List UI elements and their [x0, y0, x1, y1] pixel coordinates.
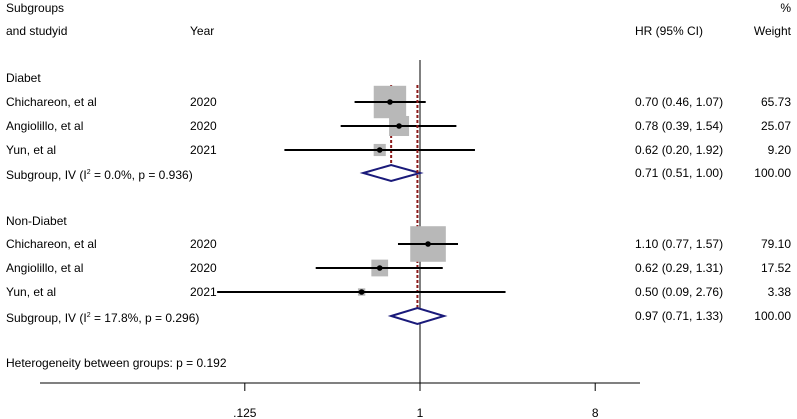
study-year: 2020 [190, 237, 217, 251]
header-percent: % [780, 1, 791, 15]
header-weight: Weight [753, 24, 791, 38]
study-weight: 25.07 [760, 119, 791, 133]
study-weight: 3.38 [767, 285, 791, 299]
study-label: Angiolillo, et al [6, 261, 84, 275]
subgroup-weight: 100.00 [754, 309, 791, 323]
subgroup-hr-text: 0.97 (0.71, 1.33) [635, 309, 724, 323]
study-label: Yun, et al [6, 143, 57, 157]
heterogeneity-text: Heterogeneity between groups: p = 0.192 [6, 356, 227, 370]
header-year: Year [190, 24, 215, 38]
study-weight: 17.52 [760, 261, 791, 275]
study-year: 2020 [190, 119, 217, 133]
subgroup-label: Subgroup, IV (I2 = 17.8%, p = 0.296) [6, 311, 200, 325]
study-point-estimate [425, 241, 431, 247]
study-hr-text: 1.10 (0.77, 1.57) [635, 237, 724, 251]
study-point-estimate [376, 265, 383, 271]
study-weight: 65.73 [760, 95, 791, 109]
study-year: 2020 [190, 261, 217, 275]
subgroup-weight: 100.00 [754, 166, 791, 180]
study-point-estimate [376, 147, 383, 153]
x-tick-label: .125 [233, 406, 257, 419]
study-hr-text: 0.70 (0.46, 1.07) [635, 95, 724, 109]
study-point-estimate [358, 289, 365, 295]
subgroup-diamond [359, 163, 424, 183]
study-weight: 9.20 [767, 143, 791, 157]
study-point-estimate [387, 99, 393, 105]
study-hr-text: 0.62 (0.29, 1.31) [635, 261, 724, 275]
subgroup-diamond [387, 306, 448, 326]
study-point-estimate [396, 123, 402, 129]
subgroup-label: Subgroup, IV (I2 = 0.0%, p = 0.936) [6, 168, 193, 182]
study-label: Chichareon, et al [6, 237, 97, 251]
group-label-non-diabet: Non-Diabet [6, 214, 67, 228]
header-studyid: and studyid [6, 24, 68, 38]
x-tick-label: 8 [592, 406, 599, 419]
group-label-diabet: Diabet [6, 71, 41, 85]
study-hr-text: 0.78 (0.39, 1.54) [635, 119, 724, 133]
study-year: 2021 [190, 285, 217, 299]
study-year: 2021 [190, 143, 217, 157]
header-subgroups: Subgroups [6, 1, 65, 15]
study-label: Chichareon, et al [6, 95, 97, 109]
header-hr: HR (95% CI) [635, 24, 704, 38]
study-weight: 79.10 [760, 237, 791, 251]
x-tick-label: 1 [417, 406, 424, 419]
study-hr-text: 0.50 (0.09, 2.76) [635, 285, 724, 299]
subgroup-hr-text: 0.71 (0.51, 1.00) [635, 166, 724, 180]
study-year: 2020 [190, 95, 217, 109]
study-label: Yun, et al [6, 285, 57, 299]
study-hr-text: 0.62 (0.20, 1.92) [635, 143, 724, 157]
study-label: Angiolillo, et al [6, 119, 84, 133]
